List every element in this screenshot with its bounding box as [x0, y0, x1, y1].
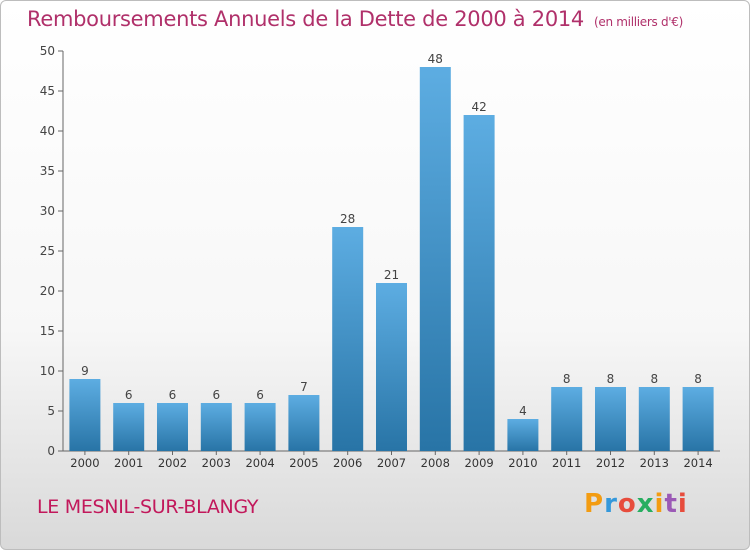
bar-data-label: 8	[650, 372, 658, 386]
logo-letter: i	[677, 489, 688, 519]
logo-letter: t	[664, 489, 678, 519]
bar	[332, 227, 364, 451]
x-tick-label: 2007	[377, 456, 406, 470]
y-tick-label: 45	[40, 84, 55, 98]
bar	[200, 403, 232, 451]
bar	[113, 403, 145, 451]
y-tick-label: 10	[40, 364, 55, 378]
x-tick-label: 2002	[158, 456, 187, 470]
x-tick-label: 2012	[596, 456, 625, 470]
commune-name: LE MESNIL-SUR-BLANGY	[37, 496, 259, 518]
bar	[463, 115, 495, 451]
logo-letter: P	[584, 489, 605, 519]
y-tick-label: 50	[40, 44, 55, 58]
bar	[244, 403, 276, 451]
bar	[419, 67, 451, 451]
x-tick-label: 2011	[552, 456, 581, 470]
x-tick-label: 2010	[508, 456, 537, 470]
chart-subtitle: (en milliers d'€)	[594, 15, 684, 29]
bar	[69, 379, 101, 451]
bar	[551, 387, 583, 451]
y-tick-label: 20	[40, 284, 55, 298]
y-tick-label: 0	[47, 444, 55, 458]
y-tick-label: 25	[40, 244, 55, 258]
bar-data-label: 9	[81, 364, 89, 378]
x-tick-label: 2006	[333, 456, 362, 470]
y-tick-label: 30	[40, 204, 55, 218]
bar	[682, 387, 714, 451]
x-tick-label: 2003	[202, 456, 231, 470]
x-tick-label: 2000	[70, 456, 99, 470]
bar-data-label: 42	[471, 100, 486, 114]
bar-data-label: 6	[125, 388, 133, 402]
bar-data-label: 6	[169, 388, 177, 402]
bar	[638, 387, 670, 451]
bar-data-label: 6	[256, 388, 264, 402]
bar-data-label: 48	[428, 52, 443, 66]
y-tick-label: 5	[47, 404, 55, 418]
bar	[595, 387, 626, 451]
bar-data-label: 8	[563, 372, 571, 386]
x-tick-label: 2008	[421, 456, 450, 470]
x-tick-label: 2001	[114, 456, 143, 470]
bar	[288, 395, 320, 451]
y-tick-label: 35	[40, 164, 55, 178]
chart-title: Remboursements Annuels de la Dette de 20…	[27, 7, 683, 31]
x-tick-label: 2005	[289, 456, 318, 470]
bar	[507, 419, 539, 451]
bar-data-label: 8	[607, 372, 615, 386]
x-tick-label: 2013	[640, 456, 669, 470]
y-tick-label: 40	[40, 124, 55, 138]
bar	[376, 283, 407, 451]
logo-letter: o	[617, 489, 637, 519]
bar-data-label: 21	[384, 268, 399, 282]
x-axis: 2000 2001 2002 2003 2004 2005 2006 2007 2008 2009…	[63, 450, 720, 470]
bar-data-label: 7	[300, 380, 308, 394]
y-tick-label: 15	[40, 324, 55, 338]
logo-letter: x	[636, 489, 655, 519]
y-axis: 0 5 10 15 20 25 30 35 40 45 50	[40, 44, 64, 458]
x-tick-label: 2014	[683, 456, 712, 470]
x-tick-label: 2004	[245, 456, 274, 470]
title-text: Remboursements Annuels de la Dette de 20…	[27, 7, 584, 31]
bar-data-label: 4	[519, 404, 527, 418]
bar-data-label: 6	[212, 388, 220, 402]
logo-letter: i	[654, 489, 665, 519]
bar	[157, 403, 188, 451]
x-tick-label: 2009	[464, 456, 493, 470]
logo-letter: r	[604, 489, 618, 519]
proxiti-logo[interactable]: Proxiti	[584, 489, 688, 519]
bar-data-label: 28	[340, 212, 355, 226]
bar-data-label: 8	[694, 372, 702, 386]
